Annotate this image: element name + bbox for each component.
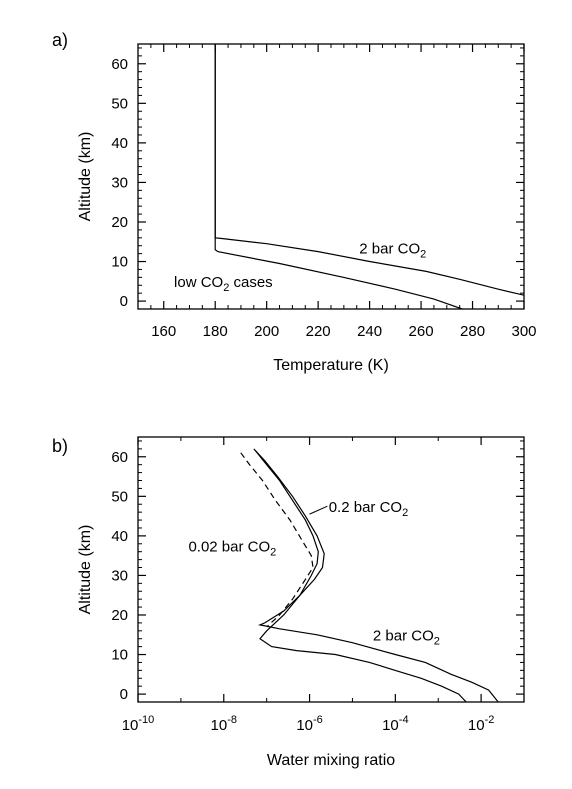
y-tick-label: 0 xyxy=(120,293,128,310)
y-tick-label: 40 xyxy=(111,528,128,545)
x-tick-label: 10-2 xyxy=(468,714,494,734)
y-tick-label: 40 xyxy=(111,135,128,152)
series-line-2 xyxy=(214,44,524,296)
y-tick-label: 20 xyxy=(111,214,128,231)
y-tick-label: 60 xyxy=(111,449,128,466)
y-axis-title: Altitude (km) xyxy=(77,132,94,222)
y-tick-label: 50 xyxy=(111,95,128,112)
chart-panel-1: a) 0 10 20 30 40 50 60 160 180 200 220 240 260 280 300 T… xyxy=(52,30,537,374)
y-axis-title: Altitude (km) xyxy=(77,525,94,615)
x-tick-label: 200 xyxy=(254,323,279,340)
y-tick-label: 30 xyxy=(111,174,128,191)
series-annotation-1: 2 bar CO2 xyxy=(359,241,426,261)
y-tick-label: 0 xyxy=(120,686,128,703)
x-tick-label: 280 xyxy=(460,323,485,340)
x-tick-label: 180 xyxy=(203,323,228,340)
x-tick-label: 10-8 xyxy=(211,714,237,734)
panel-label: b) xyxy=(52,436,68,456)
x-tick-label: 10-4 xyxy=(382,714,408,734)
chart-panel-2: b) 0 10 20 30 40 50 60 10-10 10-8 10-6 10-4 10-2 Wate… xyxy=(52,436,525,769)
x-axis-title: Temperature (K) xyxy=(273,357,389,374)
x-axis-title: Water mixing ratio xyxy=(267,752,395,769)
series-annotation-1: 0.2 bar CO2 xyxy=(329,499,409,519)
x-tick-label: 220 xyxy=(306,323,331,340)
plot-frame xyxy=(137,43,525,310)
plot-frame xyxy=(137,436,525,703)
series-line-1 xyxy=(214,44,463,309)
y-tick-label: 60 xyxy=(111,56,128,73)
series-annotation-3: 2 bar CO2 xyxy=(373,628,440,648)
y-tick-label: 50 xyxy=(111,488,128,505)
y-tick-label: 20 xyxy=(111,607,128,624)
x-tick-label: 10-10 xyxy=(122,714,155,734)
x-tick-label: 10-6 xyxy=(296,714,322,734)
panel-label: a) xyxy=(52,30,68,50)
x-tick-label: 240 xyxy=(357,323,382,340)
series-annotation-2: 0.02 bar CO2 xyxy=(188,539,276,559)
annotation-leader-line xyxy=(309,505,328,515)
series-line-1 xyxy=(240,452,314,628)
x-tick-label: 160 xyxy=(151,323,176,340)
series-line-2 xyxy=(255,450,467,702)
y-tick-label: 10 xyxy=(111,647,128,664)
x-tick-label: 300 xyxy=(511,323,536,340)
x-tick-label: 260 xyxy=(409,323,434,340)
series-annotation-2: low CO2 cases xyxy=(174,274,273,294)
y-tick-label: 10 xyxy=(111,254,128,271)
y-tick-label: 30 xyxy=(111,567,128,584)
series-line-3 xyxy=(253,448,499,702)
